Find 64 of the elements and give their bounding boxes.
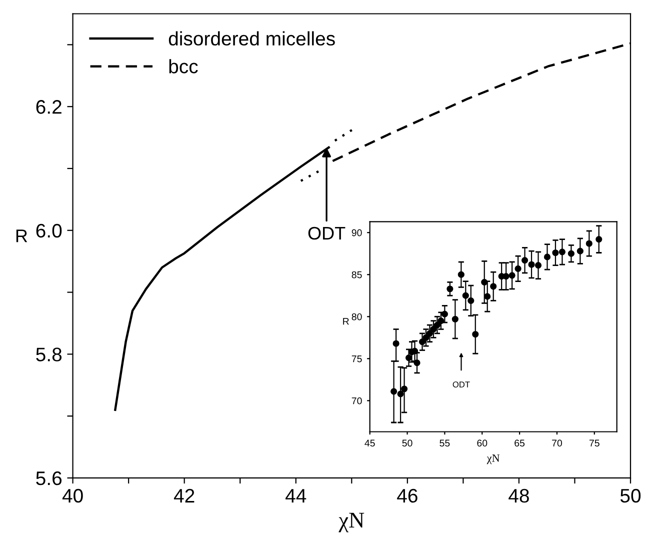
point	[462, 292, 469, 299]
y-axis-title: R	[16, 230, 28, 242]
point	[528, 261, 535, 268]
point	[400, 386, 408, 392]
point	[508, 272, 516, 279]
point	[472, 330, 479, 338]
x-axis-title: χN	[486, 454, 500, 464]
y-tick-label: 6.2	[36, 100, 62, 114]
point	[446, 286, 454, 292]
y-tick-label: 6.0	[36, 224, 62, 238]
point	[544, 254, 551, 260]
x-tick-label: 75	[589, 440, 600, 447]
point	[422, 334, 430, 341]
x-tick-label: 48	[508, 488, 529, 503]
x-tick-label: 50	[620, 488, 641, 503]
y-tick-label: 5.8	[36, 348, 62, 362]
annotation: ODT	[308, 226, 346, 240]
point	[452, 316, 458, 322]
legend-label: disordered micelles	[168, 31, 335, 46]
point	[430, 326, 437, 333]
x-tick-label: 42	[174, 488, 194, 502]
point	[490, 283, 497, 290]
point	[558, 248, 566, 256]
point	[514, 265, 522, 272]
point	[390, 388, 398, 395]
y-tick-label: 70	[352, 397, 362, 404]
point	[438, 318, 444, 324]
x-tick-label: 46	[397, 488, 418, 503]
x-tick-label: 70	[552, 440, 562, 447]
point	[481, 278, 488, 286]
point	[568, 250, 574, 257]
point	[392, 340, 400, 347]
x-tick-label: 50	[402, 440, 412, 447]
y-axis-title: R	[343, 318, 349, 325]
point	[521, 257, 528, 264]
point	[441, 310, 448, 318]
point	[434, 322, 441, 328]
x-tick-label: 60	[477, 440, 488, 447]
point	[552, 249, 559, 256]
x-axis-title: χN	[338, 512, 364, 532]
point	[576, 248, 584, 254]
y-tick-label: 5.6	[36, 471, 62, 486]
x-tick-label: 55	[440, 440, 450, 447]
point	[468, 297, 474, 304]
y-tick-label: 90	[352, 229, 362, 236]
point	[426, 330, 434, 337]
point	[484, 293, 491, 300]
point	[418, 338, 426, 346]
point	[534, 262, 542, 269]
x-tick-label: 65	[514, 440, 525, 447]
point	[405, 354, 412, 362]
y-tick-label: 80	[352, 313, 362, 320]
point	[586, 240, 592, 247]
point	[397, 390, 404, 398]
annotation: ODT	[452, 382, 470, 388]
x-tick-label: 40	[62, 488, 83, 503]
point	[458, 271, 464, 278]
y-tick-label: 75	[352, 355, 362, 362]
x-tick-label: 45	[364, 440, 375, 447]
point	[596, 236, 602, 243]
x-tick-label: 44	[286, 489, 306, 502]
legend-label: bcc	[169, 59, 198, 74]
point	[502, 272, 510, 280]
y-tick-label: 85	[352, 271, 362, 278]
